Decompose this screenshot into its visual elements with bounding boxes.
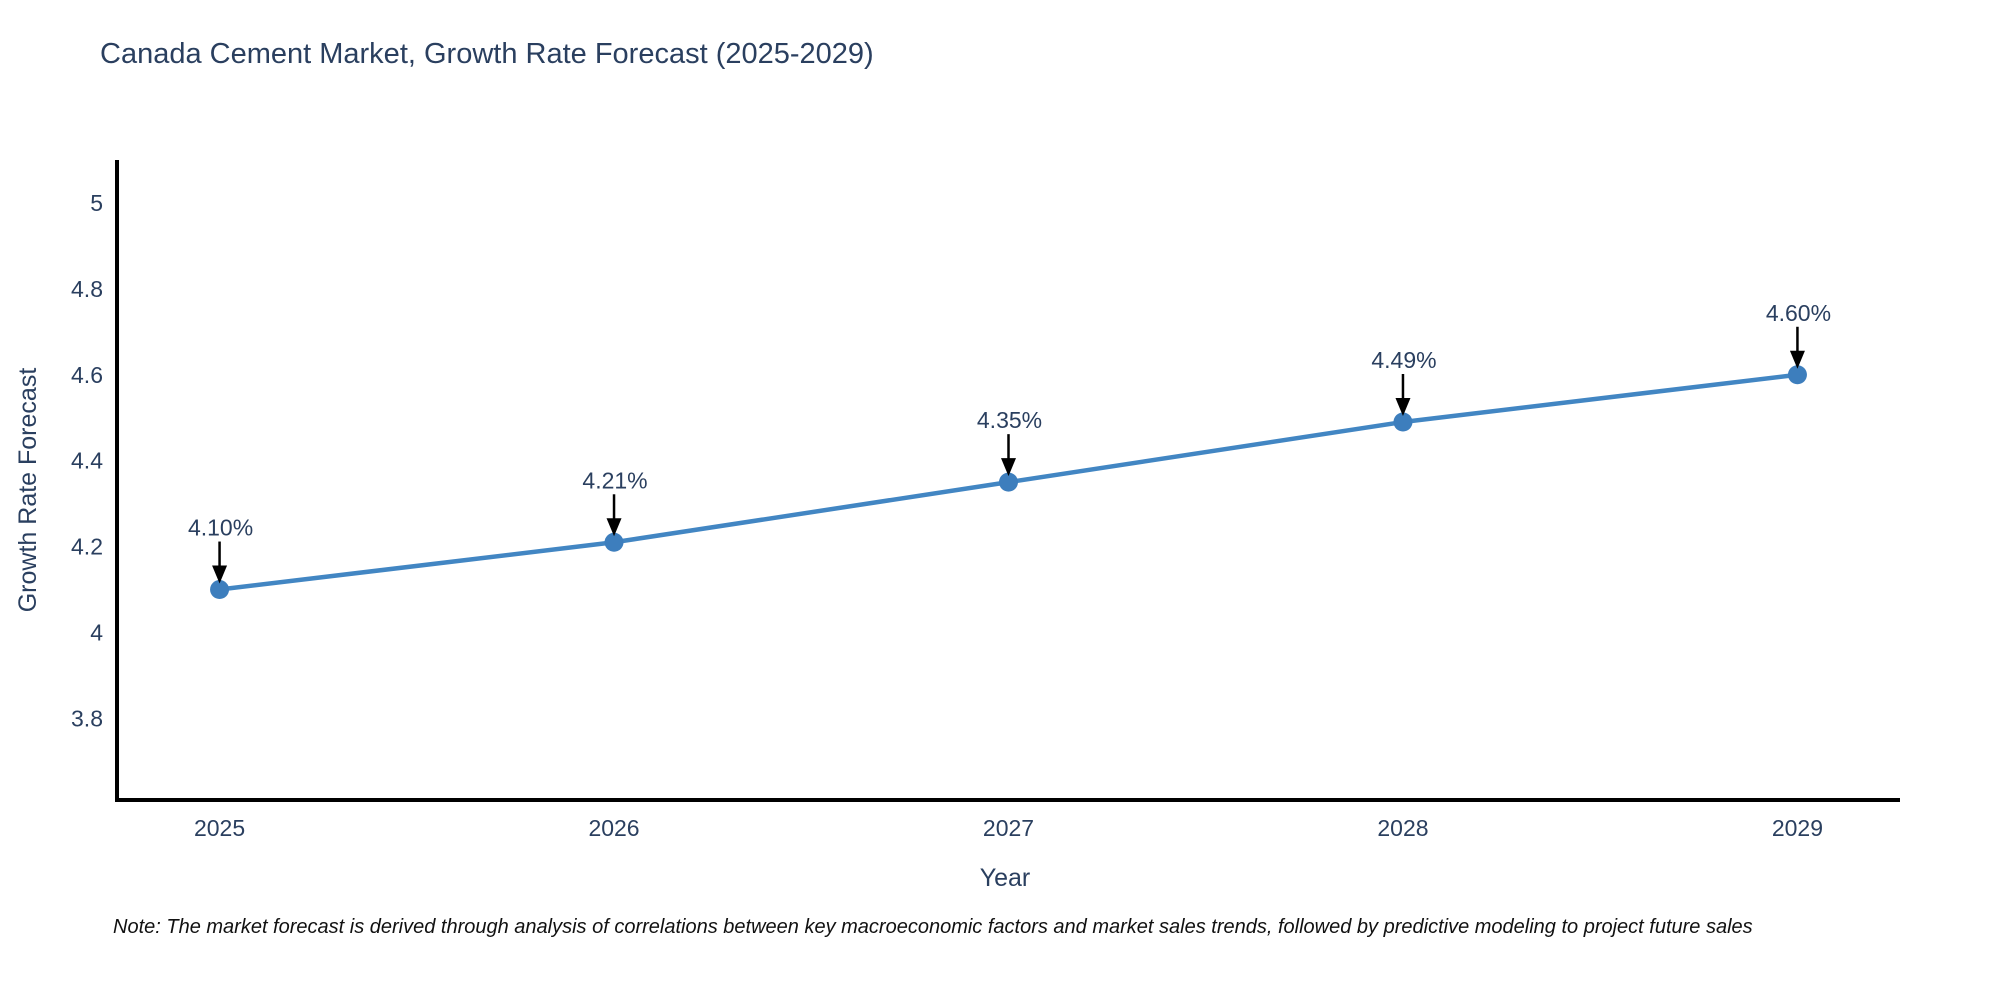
y-tick-label: 4.8 <box>71 276 103 302</box>
x-tick-label: 2029 <box>1772 815 1823 841</box>
point-annotation: 4.10% <box>188 515 253 541</box>
y-tick-label: 4 <box>90 619 103 645</box>
y-tick-label: 4.4 <box>71 448 103 474</box>
annotation-layer: 4.10% 4.21% 4.35% 4.49% 4.60% <box>188 300 1831 584</box>
annotation-arrowhead <box>212 565 228 584</box>
y-tick-label: 3.8 <box>71 705 103 731</box>
x-tick-label: 2025 <box>194 815 245 841</box>
data-point <box>210 580 230 600</box>
x-tick-label: 2028 <box>1377 815 1428 841</box>
y-tick-label: 4.2 <box>71 534 103 560</box>
x-tick-label: 2026 <box>588 815 639 841</box>
data-point <box>999 472 1018 492</box>
y-tick-label: 5 <box>90 190 103 216</box>
footnote: Note: The market forecast is derived thr… <box>113 916 1753 938</box>
data-point <box>604 532 624 552</box>
annotation-arrowhead <box>606 518 622 537</box>
annotation-arrowhead <box>1395 398 1411 417</box>
chart-title: Canada Cement Market, Growth Rate Foreca… <box>100 38 874 70</box>
x-axis-title: Year <box>980 864 1031 892</box>
axes-layer: 3.8 4 4.2 4.4 4.6 4.8 5 2025 2026 2027 2028 2029 <box>71 160 1900 841</box>
point-annotation: 4.60% <box>1766 300 1831 326</box>
point-annotation: 4.49% <box>1371 347 1436 373</box>
point-annotation: 4.21% <box>582 467 647 493</box>
data-point <box>1393 412 1413 432</box>
series-layer <box>210 365 1807 600</box>
x-tick-label: 2027 <box>983 815 1034 841</box>
point-annotation: 4.35% <box>977 407 1042 433</box>
y-tick-label: 4.6 <box>71 362 103 388</box>
y-axis-title: Growth Rate Forecast <box>14 368 42 613</box>
annotation-arrowhead <box>1789 350 1805 369</box>
data-point <box>1787 365 1807 385</box>
annotation-arrowhead <box>1001 458 1016 477</box>
